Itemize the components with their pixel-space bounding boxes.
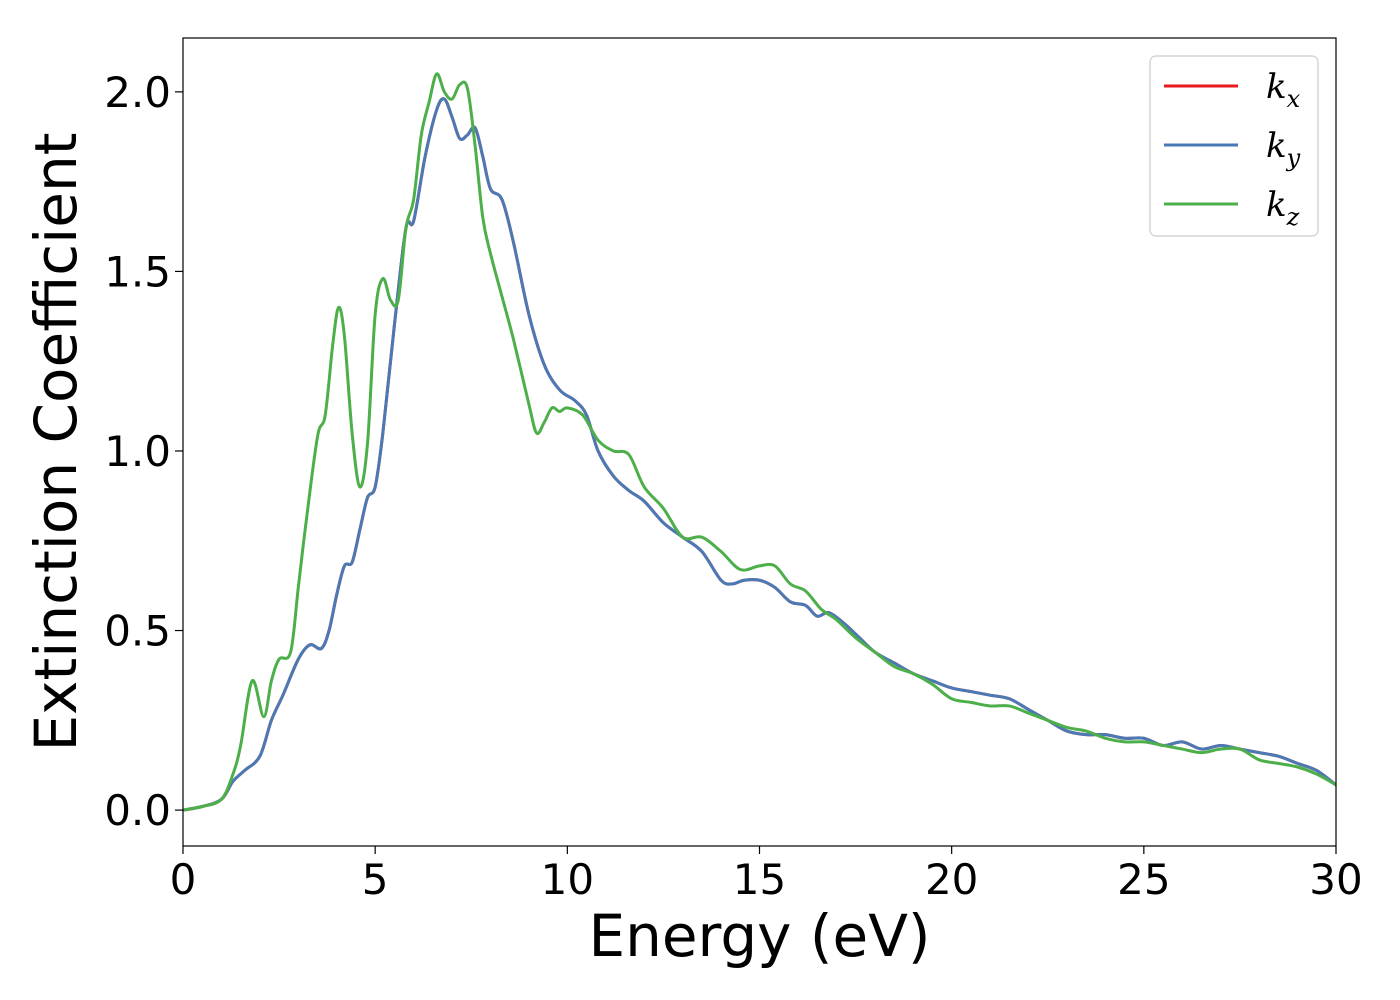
- x-tick-label: 20: [925, 855, 978, 904]
- legend-label-x: kx: [1266, 67, 1301, 113]
- series-line-z: [183, 72, 1336, 812]
- series-layer: [183, 72, 1336, 812]
- legend-label-z: kz: [1266, 185, 1300, 231]
- x-tick-label: 25: [1117, 855, 1170, 904]
- legend-label-base: k: [1266, 126, 1287, 166]
- y-axis-label: Extinction Coefficient: [22, 133, 90, 752]
- legend-label-base: k: [1266, 185, 1287, 225]
- y-tick-label: 2.0: [104, 68, 171, 117]
- y-tick-label: 0.0: [104, 786, 171, 835]
- y-axis-ticks: 0.0 0.5 1.0 1.5 2.0: [104, 68, 183, 835]
- series-line-y: [183, 97, 1336, 812]
- plot-background: [183, 38, 1336, 846]
- x-axis-label: Energy (eV): [588, 902, 930, 970]
- legend-label-y: ky: [1266, 126, 1301, 172]
- x-tick-label: 15: [733, 855, 786, 904]
- y-tick-label: 1.5: [104, 247, 171, 296]
- y-tick-label: 1.0: [104, 427, 171, 476]
- x-tick-label: 10: [541, 855, 594, 904]
- legend-label-subscript: x: [1287, 85, 1301, 113]
- y-tick-label: 0.5: [104, 607, 171, 656]
- x-tick-label: 5: [362, 855, 389, 904]
- legend-label-subscript: z: [1286, 203, 1300, 231]
- x-tick-label: 0: [170, 855, 197, 904]
- legend-label-subscript: y: [1286, 144, 1301, 172]
- x-axis-ticks: 0 5 10 15 20 25 30: [170, 846, 1363, 904]
- x-tick-label: 30: [1309, 855, 1362, 904]
- legend-label-base: k: [1266, 67, 1287, 107]
